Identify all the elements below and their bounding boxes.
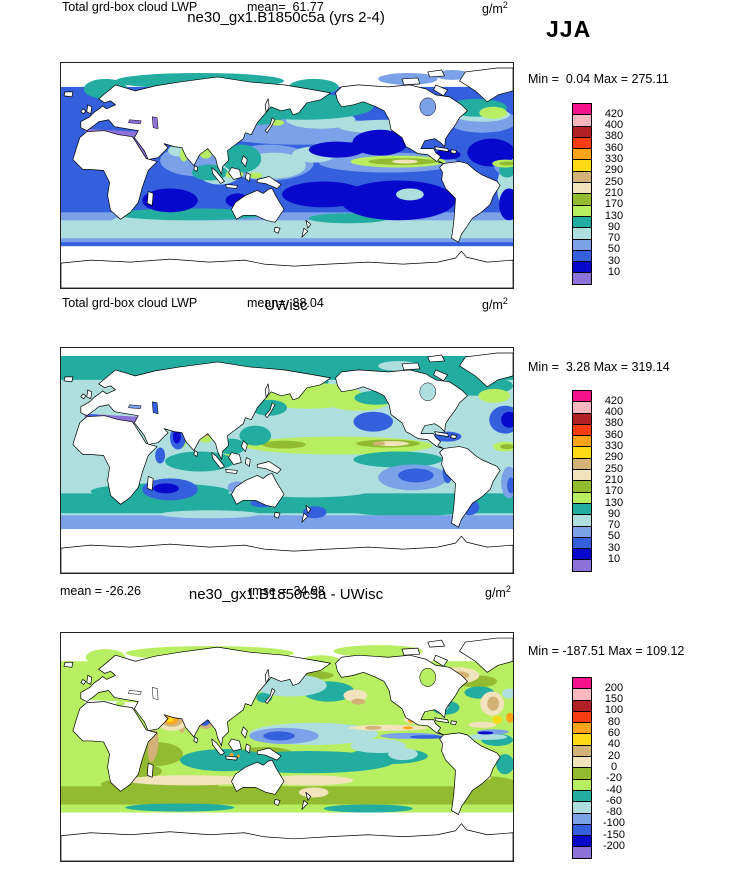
units-label: g/m2 (482, 0, 508, 17)
colorbar-obs: 420 400 380 360 330 290 250 210 170 130 90 70 50 30 10 (572, 390, 623, 572)
colorbar-tick-label: 210 (604, 473, 624, 486)
colorbar-tick-label: 360 (604, 428, 624, 441)
rmse-stat: rmse = 34.98 (248, 584, 325, 598)
minmax-label: Min = -187.51 Max = 109.12 (528, 644, 685, 658)
hudson-bay (419, 382, 436, 402)
colorbar-cell (572, 272, 592, 285)
colorbar-tick-label: -40 (606, 783, 622, 796)
colorbar-tick-label: 90 (607, 220, 621, 233)
variable-label: Total grd-box cloud LWP (62, 0, 198, 14)
minmax-label: Min = 0.04 Max = 275.11 (528, 72, 669, 86)
colorbar-tick-label: 70 (607, 519, 621, 532)
caspian-sea (151, 687, 159, 700)
colorbar-tick-label: -60 (606, 794, 622, 807)
season-label: JJA (546, 16, 592, 42)
colorbar-tick-label: 80 (607, 715, 621, 728)
colorbar-tick-label: 250 (604, 462, 624, 475)
colorbar-tick-label: 100 (604, 704, 624, 717)
units-label: g/m2 (482, 296, 508, 313)
colorbar-tick-label: 290 (604, 451, 624, 464)
colorbar-cell (572, 846, 592, 859)
variable-label: Total grd-box cloud LWP (62, 296, 198, 310)
units-label: g/m2 (485, 584, 511, 601)
colorbar-tick-label: 170 (604, 485, 624, 498)
colorbar-tick-label: 0 (610, 760, 618, 773)
colorbar-tick-label: -200 (602, 840, 626, 852)
colorbar-tick-label: 150 (604, 693, 624, 706)
colorbar-tick-label: 250 (604, 175, 624, 188)
mean-stat: mean= 61.77 (247, 0, 324, 14)
diff-map (60, 632, 514, 862)
colorbar-diff: 200 150 100 80 60 40 20 0 -20 -40 -60 -80 -100 -150 -2… (572, 677, 625, 859)
colorbar-tick-label: 380 (604, 130, 624, 143)
colorbar-tick-label: 400 (604, 119, 624, 132)
caspian-sea (151, 401, 159, 415)
panel-diff: ne30_gx1.B1850c5a - UWisc mean = -26.26 … (0, 584, 733, 872)
colorbar-tick-label: -150 (602, 828, 626, 841)
model-map (60, 62, 514, 289)
panel-title: ne30_gx1.B1850c5a (yrs 2-4) (187, 9, 385, 26)
panel-obs: UWisc Total grd-box cloud LWP mean= 88.0… (0, 296, 733, 584)
colorbar-tick-label: 60 (607, 727, 621, 739)
colorbar-tick-label: 210 (604, 186, 624, 199)
colorbar-tick-label: -100 (602, 817, 626, 830)
colorbar-tick-label: 20 (607, 749, 621, 762)
panel-model: ne30_gx1.B1850c5a (yrs 2-4) Total grd-bo… (0, 0, 733, 296)
colorbar-tick-label: 40 (607, 738, 621, 751)
black-sea (128, 690, 142, 695)
mean-stat: mean = -26.26 (60, 584, 141, 598)
colorbar-tick-label: 10 (607, 553, 621, 565)
colorbar-model: 420 400 380 360 330 290 250 210 170 130 90 70 50 30 10 (572, 103, 623, 285)
colorbar-tick-label: 170 (604, 198, 624, 211)
hudson-bay (419, 97, 436, 117)
colorbar-tick-label: 130 (604, 496, 624, 509)
colorbar-tick-label: 200 (604, 681, 624, 694)
colorbar-tick-label: 400 (604, 406, 624, 419)
colorbar-tick-label: 290 (604, 164, 624, 177)
mean-stat: mean= 88.04 (247, 296, 324, 310)
panel-title: ne30_gx1.B1850c5a - UWisc (188, 586, 384, 603)
black-sea (128, 404, 142, 409)
colorbar-tick-label: 130 (604, 209, 624, 222)
hudson-bay (419, 668, 436, 687)
black-sea (128, 119, 142, 124)
colorbar-tick-label: 330 (604, 153, 624, 165)
colorbar-tick-label: 420 (604, 107, 624, 120)
colorbar-tick-label: 30 (607, 254, 621, 267)
colorbar-tick-label: 380 (604, 417, 624, 430)
obs-map (60, 347, 514, 574)
colorbar-cell (572, 559, 592, 572)
colorbar-tick-label: 10 (607, 266, 621, 278)
colorbar-tick-label: -80 (606, 806, 622, 819)
colorbar-tick-label: -20 (606, 772, 622, 785)
minmax-label: Min = 3.28 Max = 319.14 (528, 360, 670, 374)
colorbar-tick-label: 360 (604, 141, 624, 154)
colorbar-tick-label: 330 (604, 440, 624, 452)
panel-title: UWisc (264, 297, 308, 314)
caspian-sea (151, 116, 159, 130)
colorbar-tick-label: 420 (604, 394, 624, 407)
colorbar-tick-label: 50 (607, 530, 621, 543)
colorbar-tick-label: 70 (607, 232, 621, 245)
colorbar-tick-label: 30 (607, 541, 621, 554)
colorbar-tick-label: 90 (607, 507, 621, 520)
colorbar-tick-label: 50 (607, 243, 621, 256)
